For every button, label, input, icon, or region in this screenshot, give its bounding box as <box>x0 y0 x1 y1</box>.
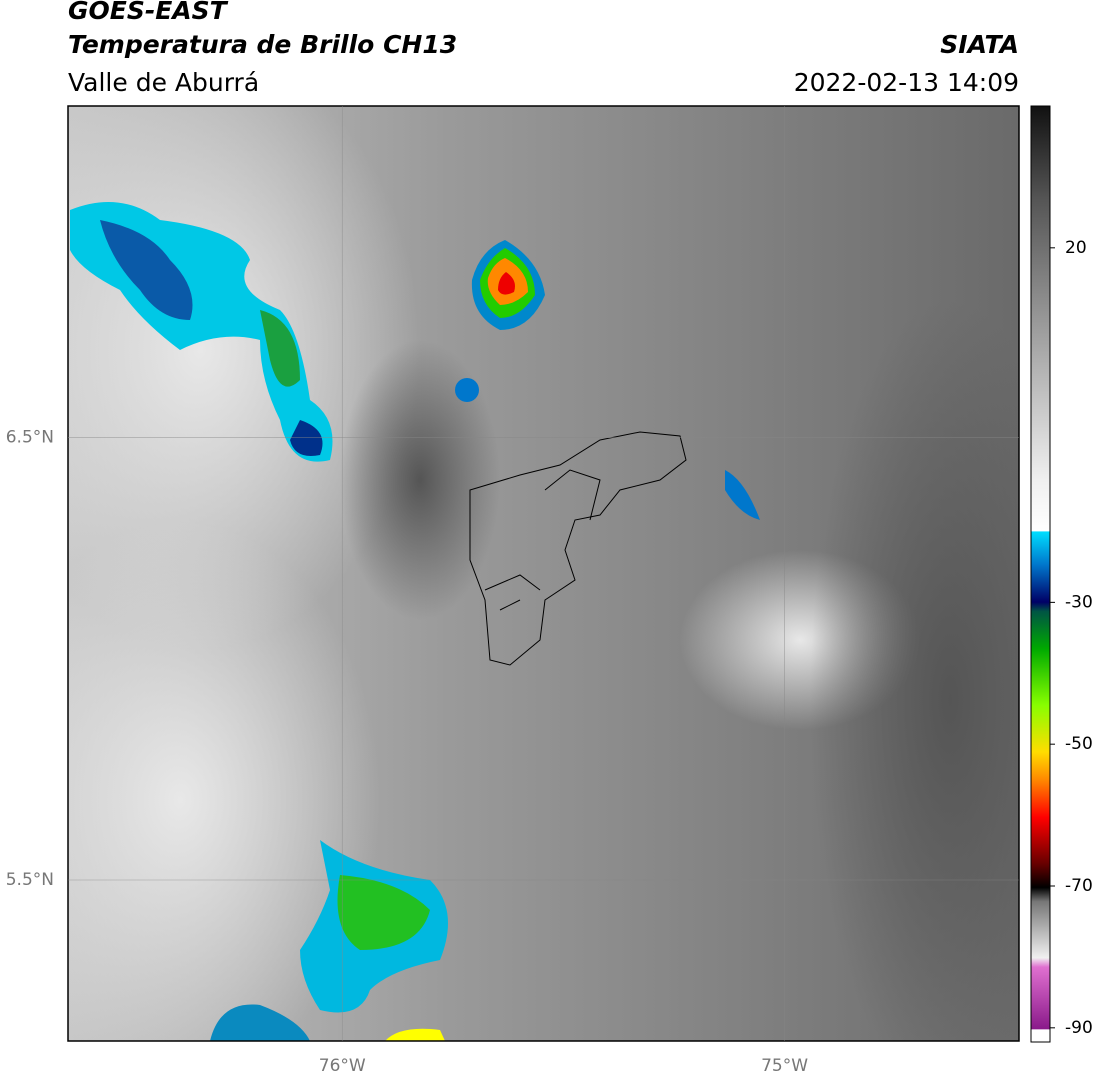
colorbar-tick-label: -70 <box>1065 876 1093 896</box>
lon-tick-label: 75°W <box>761 1056 808 1076</box>
lat-tick-label: 6.5°N <box>6 428 54 448</box>
colorbar-tick-label: -30 <box>1065 592 1093 612</box>
colorbar <box>1030 105 1051 1043</box>
datetime: 2022-02-13 14:09 <box>794 68 1019 97</box>
title: GOES-EAST <box>68 0 229 25</box>
agency: SIATA <box>940 30 1019 59</box>
subtitle: Temperatura de Brillo CH13 <box>68 30 457 59</box>
satellite-image <box>68 106 1019 1041</box>
colorbar-tick-label: -90 <box>1065 1018 1093 1038</box>
region: Valle de Aburrá <box>68 68 259 97</box>
colorbar-tick-label: -50 <box>1065 734 1093 754</box>
colorbar-tick-label: 20 <box>1065 238 1087 258</box>
lat-tick-label: 5.5°N <box>6 870 54 890</box>
map-frame <box>67 105 1020 1042</box>
lon-tick-label: 76°W <box>319 1056 366 1076</box>
